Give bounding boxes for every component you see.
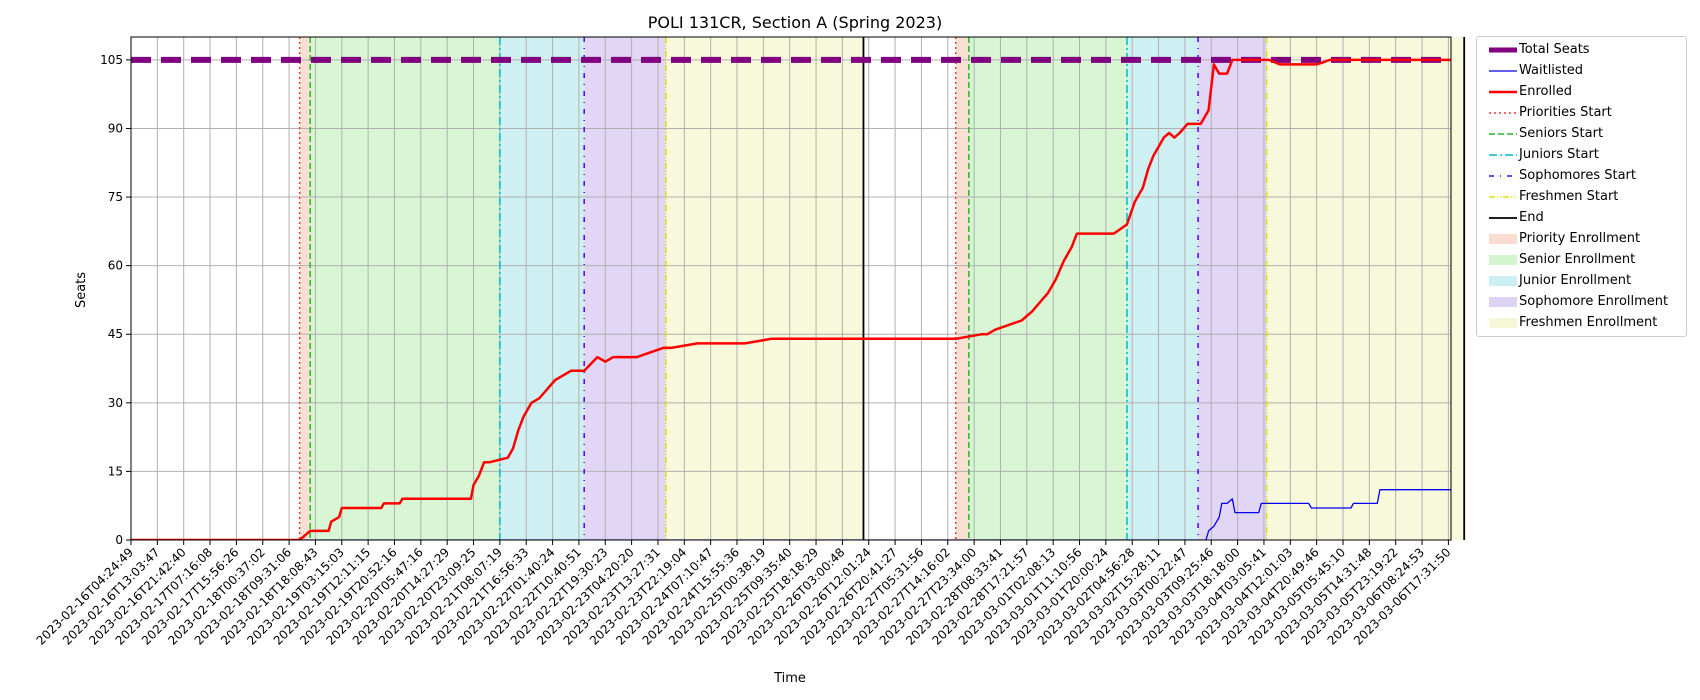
legend-swatch [1489,255,1517,265]
legend-item: Junior Enrollment [1477,271,1686,291]
phase-band [299,37,311,540]
phase-band [499,37,585,540]
legend-item: Priority Enrollment [1477,229,1686,249]
legend-swatch [1489,196,1517,198]
legend-swatch [1489,297,1517,307]
y-axis-label: Seats [74,272,89,308]
legend: Total Seats Waitlisted Enrolled Priorities … [1476,36,1687,337]
y-tick-label: 30 [108,396,123,410]
legend-item: Enrolled [1477,82,1686,102]
y-tick-label: 45 [108,327,123,341]
legend-label: Waitlisted [1519,63,1584,78]
legend-label: Seniors Start [1519,126,1604,141]
legend-label: Priority Enrollment [1519,231,1641,246]
legend-item: Juniors Start [1477,145,1686,165]
legend-swatch [1489,90,1517,94]
phase-band [1126,37,1199,540]
legend-item: Freshmen Start [1477,187,1686,207]
legend-swatch [1489,154,1517,156]
legend-item: Freshmen Enrollment [1477,313,1686,333]
legend-patch [1489,318,1517,328]
phase-band [968,37,1127,540]
legend-label: Total Seats [1519,42,1590,57]
legend-label: Juniors Start [1519,147,1599,162]
legend-swatch [1489,175,1517,177]
phase-band [310,37,500,540]
legend-swatch [1489,234,1517,244]
legend-item: Total Seats [1477,40,1686,60]
legend-patch [1489,234,1517,244]
y-tick-label: 15 [108,464,123,478]
legend-label: Sophomores Start [1519,168,1636,183]
phase-band [584,37,666,540]
legend-patch [1489,276,1517,286]
legend-label: Priorities Start [1519,105,1612,120]
y-tick-label: 75 [108,190,123,204]
legend-patch [1489,297,1517,307]
axes-frame [130,36,1452,541]
x-axis-label: Time [773,671,806,686]
legend-label: Sophomore Enrollment [1519,294,1669,309]
legend-swatch [1489,318,1517,328]
legend-label: Senior Enrollment [1519,252,1636,267]
legend-item: Sophomore Enrollment [1477,292,1686,312]
legend-item: Sophomores Start [1477,166,1686,186]
phase-band [665,37,864,540]
series-line [131,489,1451,540]
legend-item: Seniors Start [1477,124,1686,144]
y-tick-label: 0 [115,533,123,547]
phase-band [955,37,969,540]
legend-item: End [1477,208,1686,228]
legend-swatch [1489,133,1517,135]
legend-label: Freshmen Start [1519,189,1619,204]
y-tick-label: 90 [108,121,123,135]
legend-item: Priorities Start [1477,103,1686,123]
chart-title: POLI 131CR, Section A (Spring 2023) [648,13,942,32]
plot-area: 01530456075901052023-02-16T04:24:492023-… [34,36,1466,648]
legend-label: Enrolled [1519,84,1572,99]
legend-swatch [1489,70,1517,72]
y-tick-label: 105 [100,53,123,67]
legend-item: Waitlisted [1477,61,1686,81]
legend-label: Junior Enrollment [1519,273,1632,288]
phase-band [1266,37,1465,540]
phase-band [1198,37,1267,540]
legend-swatch [1489,217,1517,219]
series-line [131,58,1451,540]
legend-patch [1489,255,1517,265]
legend-label: Freshmen Enrollment [1519,315,1658,330]
legend-item: Senior Enrollment [1477,250,1686,270]
legend-swatch [1489,276,1517,286]
legend-label: End [1519,210,1544,225]
legend-swatch [1489,47,1517,53]
y-tick-label: 60 [108,259,123,273]
